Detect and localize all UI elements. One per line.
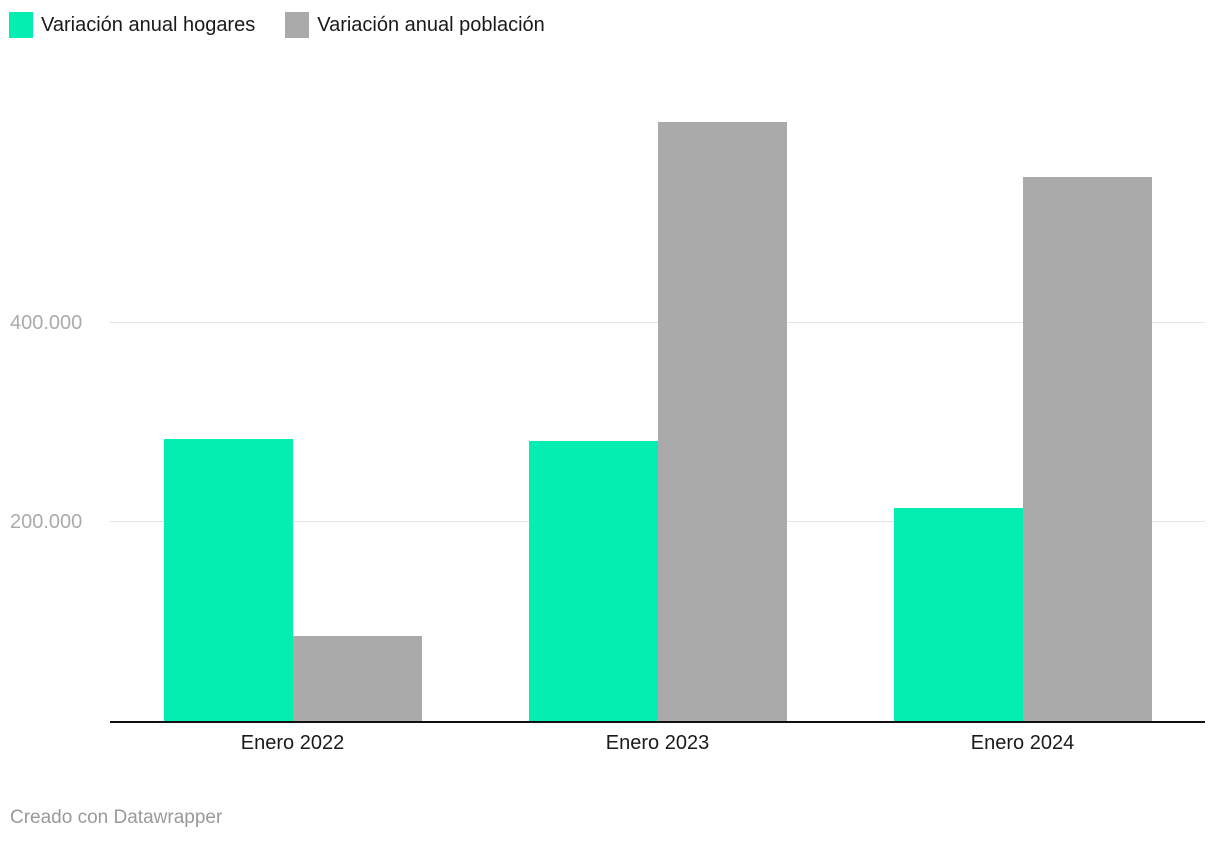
x-axis-labels: Enero 2022 Enero 2023 Enero 2024 bbox=[110, 732, 1205, 755]
legend: Variación anual hogares Variación anual … bbox=[9, 12, 545, 38]
bar-group-enero-2023 bbox=[475, 95, 840, 721]
legend-swatch-hogares-icon bbox=[9, 12, 33, 38]
y-tick-label-400000: 400.000 bbox=[10, 311, 83, 334]
y-tick-label-200000: 200.000 bbox=[10, 510, 83, 533]
x-tick-label-enero-2022: Enero 2022 bbox=[240, 732, 345, 754]
legend-label-hogares: Variación anual hogares bbox=[41, 13, 256, 36]
x-tick-label-enero-2024: Enero 2024 bbox=[970, 732, 1075, 754]
x-axis-line bbox=[110, 720, 1205, 723]
plot-area bbox=[110, 95, 1205, 723]
legend-swatch-poblacion-icon bbox=[285, 12, 310, 38]
bar-variación-anual-hogares-enero-2022[interactable] bbox=[163, 439, 293, 721]
legend-label-poblacion: Variación anual población bbox=[317, 13, 545, 36]
legend-item-hogares: Variación anual hogares bbox=[9, 12, 255, 38]
bar-variación-anual-población-enero-2023[interactable] bbox=[657, 121, 787, 721]
bar-variación-anual-hogares-enero-2023[interactable] bbox=[528, 441, 658, 721]
legend-item-poblacion: Variación anual población bbox=[285, 12, 545, 38]
bars-row bbox=[110, 95, 1205, 721]
datawrapper-attribution-link[interactable]: Creado con Datawrapper bbox=[10, 807, 223, 828]
bar-group-enero-2024 bbox=[840, 95, 1205, 721]
bar-variación-anual-población-enero-2022[interactable] bbox=[292, 636, 422, 721]
x-tick-label-enero-2023: Enero 2023 bbox=[605, 732, 710, 754]
bar-variación-anual-población-enero-2024[interactable] bbox=[1022, 176, 1152, 721]
bar-group-enero-2022 bbox=[110, 95, 475, 721]
bar-variación-anual-hogares-enero-2024[interactable] bbox=[893, 508, 1023, 721]
